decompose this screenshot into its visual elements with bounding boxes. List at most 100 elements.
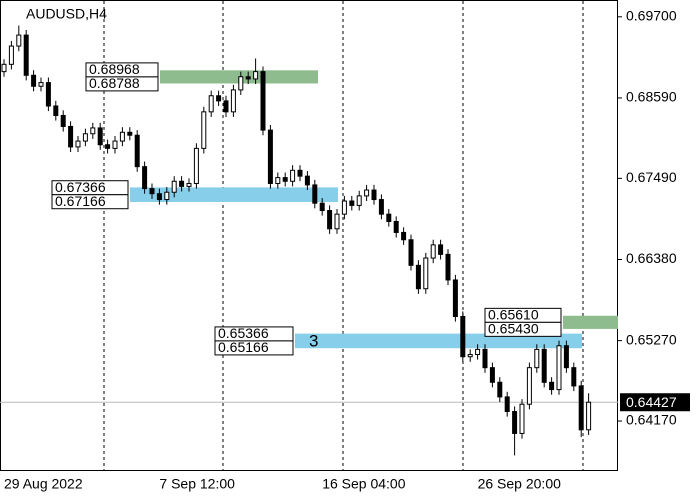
candle-body — [253, 71, 259, 80]
candle-body — [489, 367, 495, 383]
candle-body — [119, 131, 125, 142]
x-tick-label: 16 Sep 04:00 — [322, 476, 406, 492]
candle-body — [201, 111, 207, 149]
x-tick-label: 29 Aug 2022 — [4, 476, 83, 492]
zone-label-box — [484, 321, 562, 337]
candle-body — [408, 239, 414, 266]
zone — [295, 333, 582, 349]
last-price-label: 0.64427 — [626, 394, 677, 410]
candle-body — [586, 401, 592, 431]
candle-body — [127, 131, 133, 136]
candle-body — [260, 71, 266, 131]
zone-label-box — [214, 340, 294, 356]
candle-body — [156, 193, 162, 201]
zone-top-label: 0.65610 — [488, 307, 539, 323]
candle-body — [304, 175, 310, 186]
candle-body — [164, 191, 170, 201]
candle-body — [216, 95, 222, 102]
candle-body — [549, 381, 555, 391]
candle-body — [171, 180, 177, 193]
y-tick-label: 0.68590 — [626, 89, 677, 105]
zone-label-box — [51, 194, 129, 210]
candle-body — [142, 166, 148, 190]
candle-body — [571, 367, 577, 387]
candle-body — [467, 354, 473, 358]
candle-body — [319, 202, 325, 212]
candle-body — [349, 200, 355, 206]
candle-body — [504, 396, 510, 413]
candle-body — [541, 348, 547, 383]
y-tick-label: 0.65270 — [626, 331, 677, 347]
candle-body — [312, 184, 318, 204]
candle-body — [1, 63, 7, 73]
candle-body — [90, 127, 96, 135]
candle-body — [290, 169, 296, 182]
candle-body — [267, 129, 273, 184]
candle-body — [445, 253, 451, 281]
x-tick-label: 26 Sep 20:00 — [478, 476, 562, 492]
candle-body — [297, 169, 303, 177]
candle-body — [401, 231, 407, 241]
candle-body — [512, 411, 518, 434]
candle-body — [393, 220, 399, 233]
candle-body — [186, 182, 192, 187]
candle-body — [238, 76, 244, 91]
candle-body — [341, 200, 347, 215]
candle-body — [179, 180, 185, 187]
zone-bottom-label: 0.65166 — [218, 339, 269, 355]
y-tick-label: 0.66380 — [626, 250, 677, 266]
chart-title: AUDUSD,H4 — [26, 6, 107, 22]
candle-body — [105, 144, 111, 149]
y-tick-label: 0.64170 — [626, 412, 677, 428]
candle-body — [378, 199, 384, 215]
candle-body — [75, 140, 81, 148]
x-tick-label: 7 Sep 12:00 — [159, 476, 235, 492]
candle-body — [193, 147, 199, 184]
candle-body — [334, 213, 340, 230]
candle-body — [53, 105, 59, 116]
candle-body — [526, 367, 532, 405]
zone-text: 3 — [309, 331, 318, 350]
candle-body — [460, 316, 466, 358]
zone-top-label: 0.68968 — [89, 61, 140, 77]
candle-body — [578, 385, 584, 431]
candle-body — [327, 210, 333, 230]
candle-body — [134, 134, 140, 168]
candle-body — [97, 127, 103, 146]
zone-bottom-label: 0.65430 — [488, 321, 539, 337]
last-price-box — [620, 393, 690, 412]
candle-body — [482, 348, 488, 369]
candle-body — [45, 82, 51, 107]
candle-body — [364, 189, 370, 197]
candle-body — [423, 257, 429, 290]
candle-body — [475, 348, 481, 356]
candle-body — [16, 34, 22, 47]
candle-body — [68, 125, 74, 148]
zone — [563, 315, 618, 329]
candle-body — [452, 279, 458, 318]
candle-body — [223, 100, 229, 113]
candle-body — [282, 177, 288, 182]
candle-body — [497, 381, 503, 398]
candle-body — [386, 213, 392, 222]
candle-body — [60, 114, 66, 127]
candle-body — [149, 188, 155, 195]
y-tick-label: 0.67490 — [626, 169, 677, 185]
candle-body — [556, 345, 562, 391]
candle-body — [245, 76, 251, 80]
candle-body — [356, 195, 362, 206]
candle-body — [519, 403, 525, 434]
candle-body — [563, 345, 569, 369]
zone-top-label: 0.67366 — [55, 179, 106, 195]
candle-body — [415, 264, 421, 290]
candle-body — [430, 244, 436, 259]
candle-body — [371, 189, 377, 201]
candle-body — [534, 348, 540, 369]
y-tick-label: 0.69700 — [626, 8, 677, 24]
candle-body — [8, 45, 14, 65]
candle-body — [23, 34, 29, 76]
zone-label-box — [85, 76, 159, 92]
candle-body — [208, 95, 214, 113]
candle-body — [438, 244, 444, 255]
